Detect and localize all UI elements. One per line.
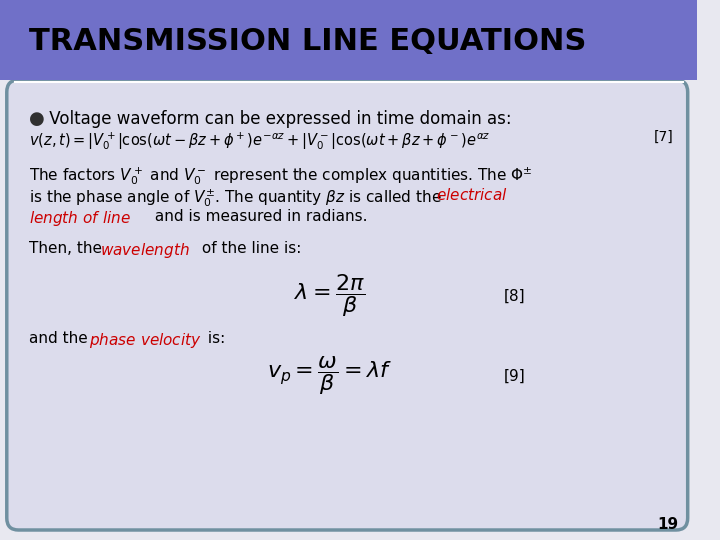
Text: TRANSMISSION LINE EQUATIONS: TRANSMISSION LINE EQUATIONS (29, 28, 586, 57)
Text: Then, the: Then, the (29, 241, 107, 256)
Text: The factors $V_0^+$ and $V_0^-$ represent the complex quantities. The $\Phi^{\pm: The factors $V_0^+$ and $V_0^-$ represen… (29, 165, 533, 187)
Text: $\mathit{electrical}$: $\mathit{electrical}$ (436, 187, 508, 203)
Text: $\lambda = \dfrac{2\pi}{\beta}$: $\lambda = \dfrac{2\pi}{\beta}$ (294, 273, 365, 320)
Text: [7]: [7] (654, 130, 673, 144)
Text: [8]: [8] (504, 288, 526, 303)
Text: is:: is: (204, 331, 225, 346)
Text: of the line is:: of the line is: (197, 241, 301, 256)
Text: Voltage waveform can be expressed in time domain as:: Voltage waveform can be expressed in tim… (44, 110, 511, 128)
Text: $v(z,t)=|V_0^+|\cos(\omega t - \beta z + \phi^+)e^{-\alpha z}+|V_0^-|\cos(\omega: $v(z,t)=|V_0^+|\cos(\omega t - \beta z +… (29, 130, 490, 152)
Text: and the: and the (29, 331, 93, 346)
Text: ●: ● (29, 110, 45, 128)
Text: [9]: [9] (504, 368, 526, 383)
Text: and is measured in radians.: and is measured in radians. (150, 209, 368, 224)
Text: is the phase angle of $V_0^{\pm}$. The quantity $\beta z$ is called the: is the phase angle of $V_0^{\pm}$. The q… (29, 187, 443, 209)
Text: $\mathit{length\ of\ line}$: $\mathit{length\ of\ line}$ (29, 209, 131, 228)
Text: 19: 19 (657, 517, 678, 532)
FancyBboxPatch shape (0, 0, 698, 80)
Text: $\mathit{wavelength}$: $\mathit{wavelength}$ (100, 241, 189, 260)
Text: $\mathit{phase\ velocity}$: $\mathit{phase\ velocity}$ (89, 331, 202, 350)
Text: $v_p = \dfrac{\omega}{\beta} = \lambda f$: $v_p = \dfrac{\omega}{\beta} = \lambda f… (266, 355, 392, 397)
FancyBboxPatch shape (6, 80, 688, 530)
